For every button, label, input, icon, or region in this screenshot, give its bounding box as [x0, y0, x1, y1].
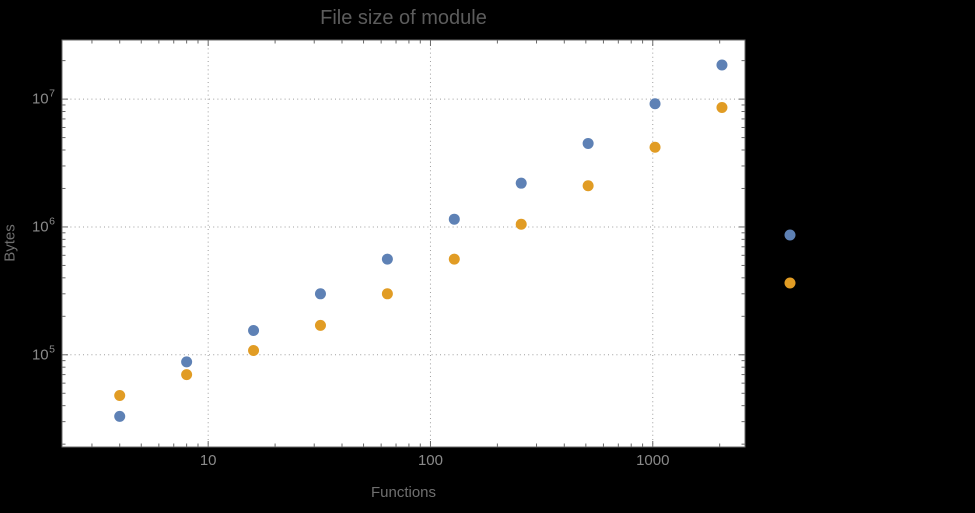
- data-point-blue: [716, 59, 728, 71]
- data-point-orange: [181, 369, 193, 381]
- data-point-blue: [181, 356, 193, 368]
- plot-frame: [61, 39, 746, 448]
- data-point-blue: [515, 177, 527, 189]
- data-point-blue: [381, 253, 393, 265]
- data-point-blue: [314, 288, 326, 300]
- chart-title: File size of module: [320, 7, 487, 29]
- data-point-orange: [649, 141, 661, 153]
- x-tick-label: 10: [200, 452, 217, 469]
- data-point-blue: [582, 137, 594, 149]
- y-tick-label: 106: [32, 215, 55, 235]
- data-point-orange: [114, 390, 126, 402]
- data-point-orange: [582, 180, 594, 192]
- data-point-blue: [649, 98, 661, 110]
- legend-marker: [784, 229, 796, 241]
- y-axis-label: Bytes: [1, 224, 19, 262]
- data-point-orange: [515, 218, 527, 230]
- x-tick-label: 1000: [636, 452, 669, 469]
- data-point-orange: [448, 253, 460, 265]
- data-point-orange: [381, 288, 393, 300]
- data-point-orange: [716, 101, 728, 113]
- y-tick-label: 107: [32, 88, 55, 108]
- x-tick-label: 100: [418, 452, 443, 469]
- data-point-orange: [314, 319, 326, 331]
- y-tick-label: 105: [32, 343, 55, 363]
- data-point-orange: [248, 345, 260, 357]
- plot-area: [62, 40, 745, 447]
- x-axis-label: Functions: [370, 484, 437, 501]
- data-point-blue: [114, 410, 126, 422]
- data-point-blue: [448, 213, 460, 225]
- data-point-blue: [248, 324, 260, 336]
- legend-marker: [784, 277, 796, 289]
